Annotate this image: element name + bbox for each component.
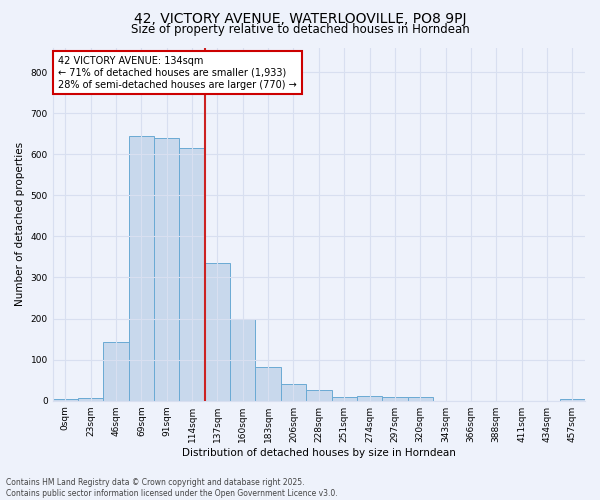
Bar	[179, 148, 205, 401]
Bar	[154, 138, 179, 400]
Text: 42 VICTORY AVENUE: 134sqm
← 71% of detached houses are smaller (1,933)
28% of se: 42 VICTORY AVENUE: 134sqm ← 71% of detac…	[58, 56, 297, 90]
Bar	[53, 398, 78, 400]
Bar	[306, 390, 332, 400]
Text: 42, VICTORY AVENUE, WATERLOOVILLE, PO8 9PJ: 42, VICTORY AVENUE, WATERLOOVILLE, PO8 9…	[134, 12, 466, 26]
Bar	[256, 367, 281, 400]
Bar	[382, 396, 407, 400]
Text: Contains HM Land Registry data © Crown copyright and database right 2025.
Contai: Contains HM Land Registry data © Crown c…	[6, 478, 338, 498]
Y-axis label: Number of detached properties: Number of detached properties	[15, 142, 25, 306]
Bar	[103, 342, 129, 400]
Bar	[230, 320, 256, 400]
Bar	[129, 136, 154, 400]
Bar	[281, 384, 306, 400]
Bar	[357, 396, 382, 400]
Bar	[78, 398, 103, 400]
Bar	[332, 396, 357, 400]
Bar	[407, 398, 433, 400]
X-axis label: Distribution of detached houses by size in Horndean: Distribution of detached houses by size …	[182, 448, 456, 458]
Text: Size of property relative to detached houses in Horndean: Size of property relative to detached ho…	[131, 22, 469, 36]
Bar	[205, 263, 230, 400]
Bar	[560, 398, 585, 400]
